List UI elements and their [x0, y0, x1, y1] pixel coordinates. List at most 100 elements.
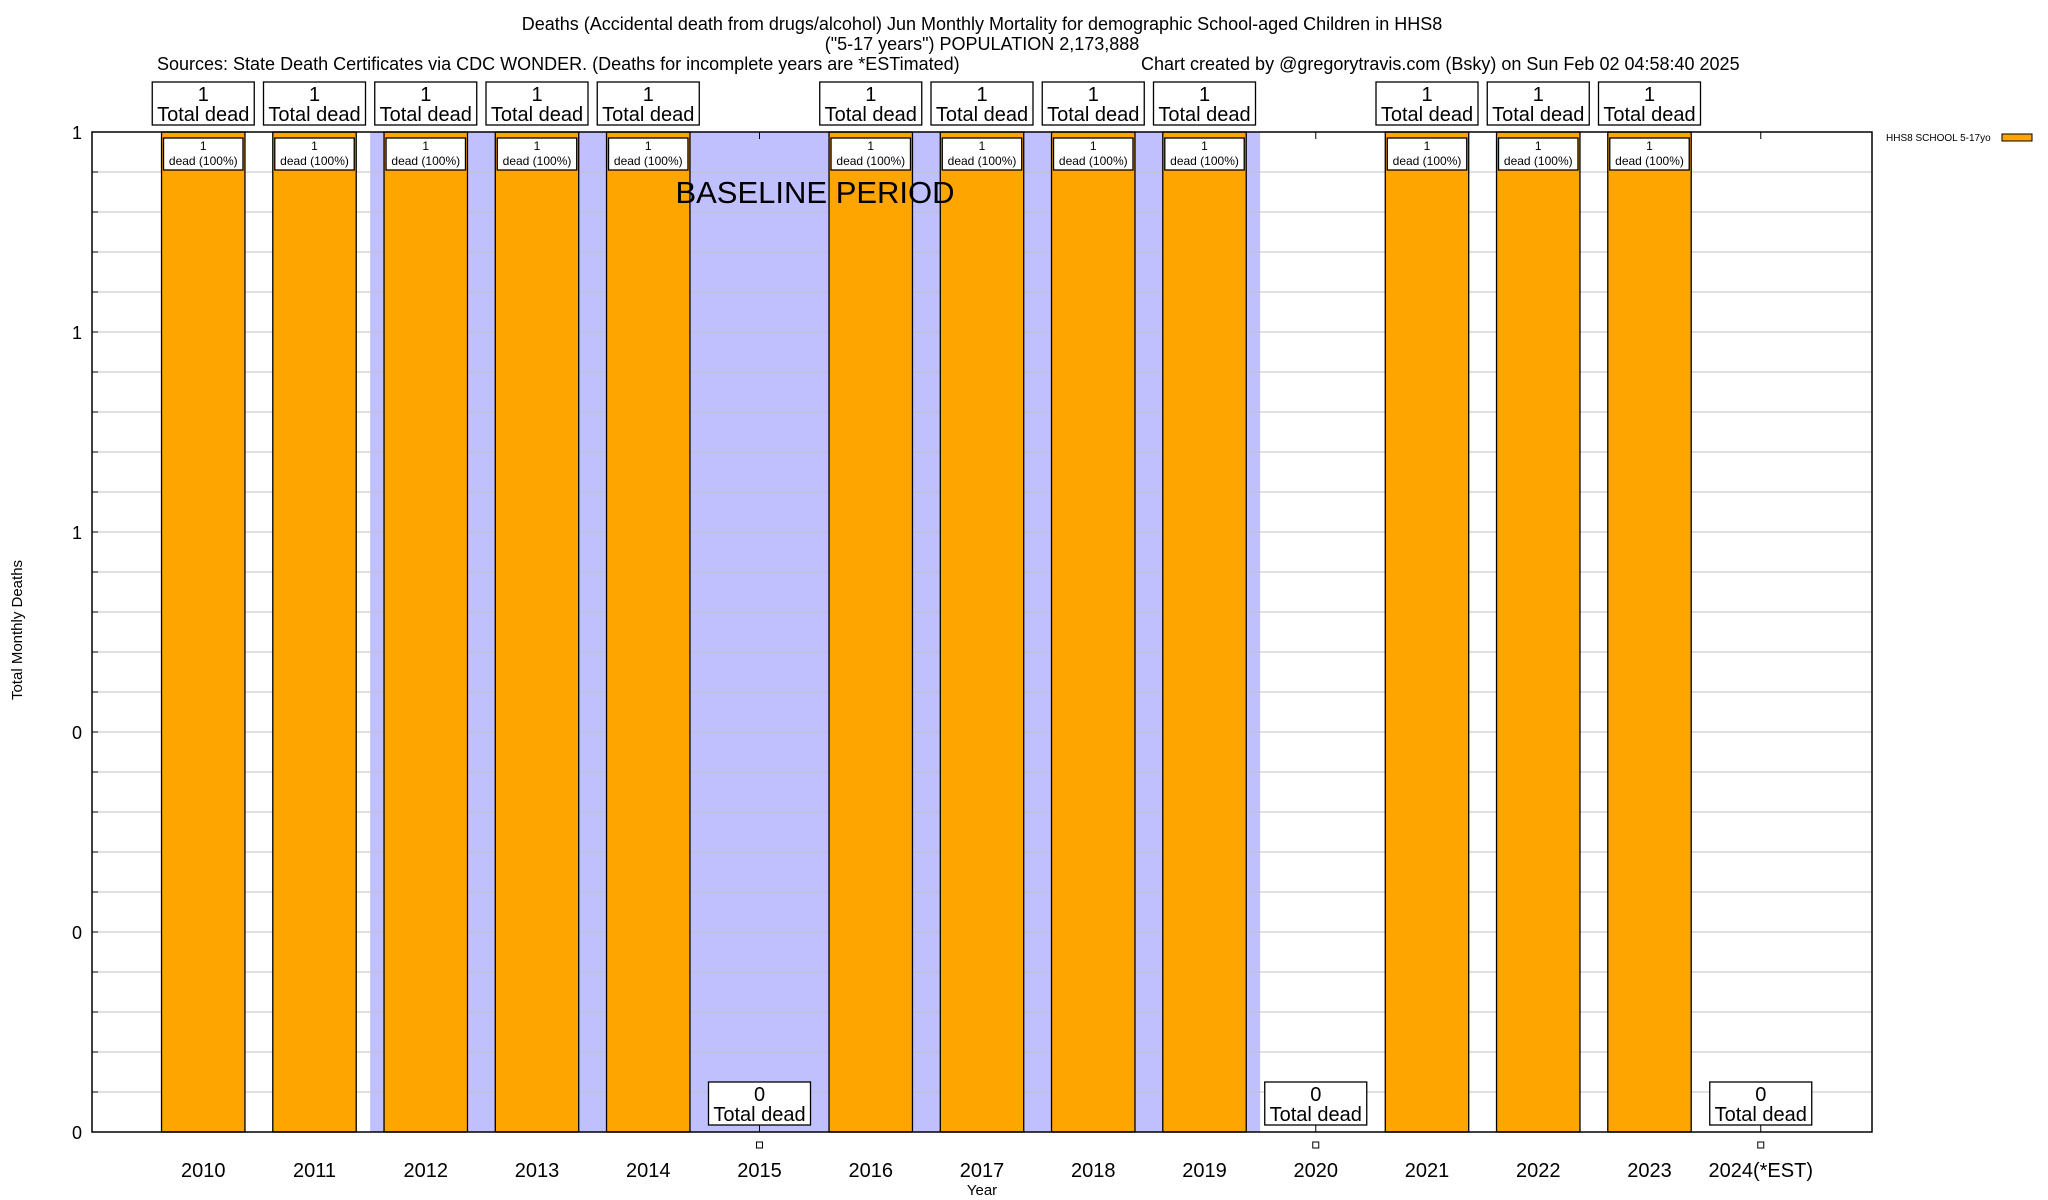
bar [383, 131, 469, 1133]
total-value-label: 0 [754, 1084, 765, 1106]
bar-inner-label: dead (100%) [1059, 154, 1128, 168]
total-dead-label: Total dead [713, 1104, 805, 1126]
total-value-label: 1 [309, 84, 320, 106]
total-value-label: 1 [865, 84, 876, 106]
baseline-period-label: BASELINE PERIOD [675, 175, 954, 210]
total-dead-label: Total dead [1381, 104, 1473, 126]
bar-inner-label: dead (100%) [391, 154, 460, 168]
total-value-label: 1 [198, 84, 209, 106]
bar-inner-value: 1 [534, 139, 541, 153]
bar-inner-value: 1 [200, 139, 207, 153]
x-tick-label: 2010 [181, 1160, 226, 1182]
x-tick-label: 2014 [626, 1160, 671, 1182]
total-value-label: 1 [420, 84, 431, 106]
chart-title-line-2: ("5-17 years") POPULATION 2,173,888 [824, 34, 1140, 54]
total-dead-label: Total dead [268, 104, 360, 126]
x-axis-label: Year [967, 1182, 997, 1199]
bar [939, 131, 1025, 1133]
bar-inner-label-box [1164, 137, 1245, 171]
bar-inner-label-box [1386, 137, 1468, 171]
total-value-label: 1 [1533, 84, 1544, 106]
bar-inner-value: 1 [1424, 139, 1431, 153]
x-tick-label: 2023 [1627, 1160, 1672, 1182]
bar [272, 131, 357, 1133]
bar-inner-label: dead (100%) [1504, 154, 1573, 168]
x-tick-label: 2020 [1294, 1160, 1339, 1182]
total-label-box [374, 81, 478, 126]
bar [494, 131, 580, 1133]
bar [828, 131, 914, 1133]
bar-inner-label-box [830, 137, 912, 171]
x-tick-label: 2013 [515, 1160, 560, 1182]
total-dead-label: Total dead [380, 104, 472, 126]
bar [1495, 131, 1581, 1133]
total-dead-label: Total dead [602, 104, 694, 126]
bar-inner-label: dead (100%) [169, 154, 238, 168]
total-label-box [1264, 1081, 1368, 1126]
total-dead-label: Total dead [936, 104, 1028, 126]
x-tick-label: 2017 [960, 1160, 1005, 1182]
bar [605, 131, 691, 1133]
total-label-box [707, 1081, 812, 1126]
total-label-box [930, 81, 1034, 126]
x-tick-label: 2012 [404, 1160, 449, 1182]
x-tick-label: 2022 [1516, 1160, 1561, 1182]
bar-inner-value: 1 [1201, 139, 1208, 153]
total-value-label: 1 [1644, 84, 1655, 106]
bar-inner-label-box [1052, 137, 1134, 171]
bar-inner-label-box [1609, 137, 1690, 171]
total-label-box [485, 81, 589, 126]
bar-inner-label-box [385, 137, 467, 171]
bar-inner-label: dead (100%) [614, 154, 683, 168]
bar-inner-label-box [1497, 137, 1579, 171]
y-tick-label: 1 [72, 323, 82, 343]
bar-inner-label: dead (100%) [1393, 154, 1462, 168]
x-tick-label: 2021 [1405, 1160, 1450, 1182]
total-dead-label: Total dead [825, 104, 917, 126]
bar-inner-label: dead (100%) [1170, 154, 1239, 168]
bar-inner-label: dead (100%) [836, 154, 905, 168]
x-tick-label: 2011 [293, 1160, 336, 1182]
total-value-label: 0 [1310, 1084, 1321, 1106]
bar-inner-label: dead (100%) [503, 154, 572, 168]
bar [1162, 131, 1247, 1133]
total-label-box [1152, 81, 1257, 126]
y-tick-label: 1 [72, 523, 82, 543]
bar-inner-value: 1 [311, 139, 318, 153]
bar-inner-label: dead (100%) [1615, 154, 1684, 168]
total-value-label: 1 [531, 84, 542, 106]
total-label-box [1486, 81, 1590, 126]
total-value-label: 0 [1755, 1084, 1766, 1106]
total-value-label: 1 [976, 84, 987, 106]
total-dead-label: Total dead [491, 104, 583, 126]
total-label-box [596, 81, 700, 126]
zero-point-marker [1312, 1141, 1320, 1149]
bar [1050, 131, 1136, 1133]
total-label-box [1597, 81, 1702, 126]
y-tick-label: 0 [72, 723, 82, 743]
total-value-label: 1 [1421, 84, 1432, 106]
total-label-box [1041, 81, 1145, 126]
x-tick-label: 2018 [1071, 1160, 1116, 1182]
total-dead-label: Total dead [1158, 104, 1250, 126]
total-label-box [151, 81, 255, 126]
total-dead-label: Total dead [157, 104, 249, 126]
bar-inner-value: 1 [979, 139, 986, 153]
bar-inner-value: 1 [1646, 139, 1653, 153]
legend-swatch [2001, 133, 2033, 142]
total-dead-label: Total dead [1047, 104, 1139, 126]
total-dead-label: Total dead [1715, 1104, 1807, 1126]
total-label-box [262, 81, 367, 126]
total-value-label: 1 [1199, 84, 1210, 106]
x-tick-label: 2019 [1182, 1160, 1227, 1182]
bar [1607, 131, 1692, 1133]
bar-inner-value: 1 [645, 139, 652, 153]
y-tick-label: 1 [72, 123, 82, 143]
bar-inner-label-box [496, 137, 578, 171]
bar-inner-value: 1 [1535, 139, 1542, 153]
bar [1384, 131, 1470, 1133]
y-tick-label: 0 [72, 1123, 82, 1143]
total-value-label: 1 [1088, 84, 1099, 106]
total-dead-label: Total dead [1492, 104, 1584, 126]
